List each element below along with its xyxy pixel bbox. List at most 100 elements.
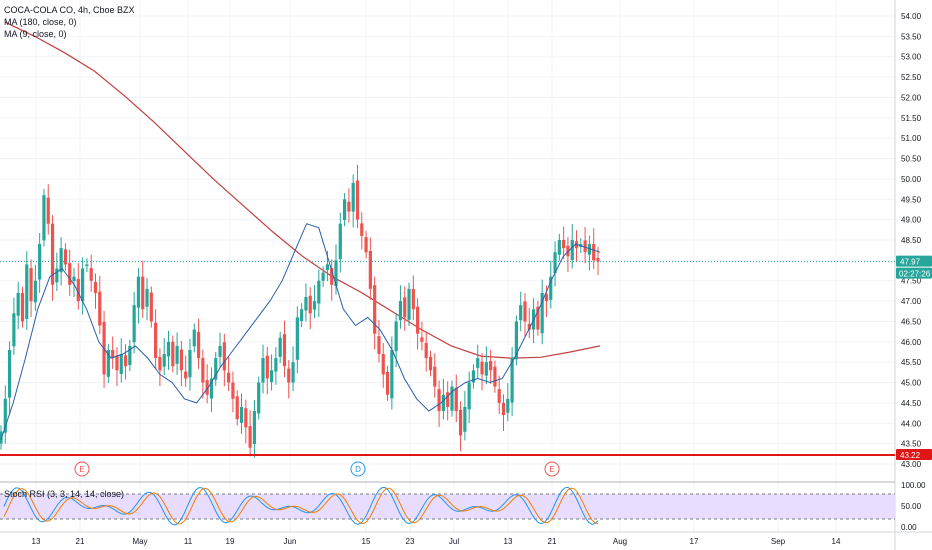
candle-body — [269, 370, 274, 383]
candle-body — [471, 370, 476, 383]
candle-body — [231, 382, 235, 399]
y-tick-label: 44.00 — [901, 419, 922, 428]
candle-body — [282, 334, 287, 367]
candle-body — [42, 195, 46, 241]
candle-body — [553, 252, 557, 273]
x-tick-label: 11 — [184, 537, 193, 546]
candle-body — [587, 244, 592, 255]
current-price-label: 47.97 — [900, 258, 921, 267]
candle-body — [166, 341, 171, 357]
candle-body — [123, 355, 128, 367]
y-tick-label: 45.50 — [901, 358, 922, 367]
candle-body — [355, 180, 360, 220]
candle-body — [145, 288, 149, 307]
y-tick-label: 49.00 — [901, 216, 922, 225]
candle-body — [467, 382, 471, 410]
x-tick-label: 13 — [504, 537, 513, 546]
candle-body — [527, 323, 531, 330]
candle-body — [540, 292, 544, 334]
x-tick-label: 19 — [226, 537, 235, 546]
candle-body — [454, 387, 458, 412]
candle-body — [162, 354, 166, 367]
candle-body — [424, 343, 428, 359]
rsi-tick-0: 0.00 — [901, 523, 917, 532]
candle-body — [218, 345, 222, 357]
candle-body — [46, 197, 50, 224]
candle-body — [136, 276, 141, 308]
candle-body — [411, 288, 415, 310]
candle-body — [583, 240, 587, 253]
y-tick-label: 46.50 — [901, 317, 922, 326]
candle-body — [244, 408, 248, 428]
candle-body — [544, 294, 549, 302]
candle-body — [265, 355, 269, 379]
y-tick-label: 52.50 — [901, 73, 922, 82]
stoch-rsi-legend[interactable]: Stoch RSI (3, 3, 14, 14, close) — [4, 489, 125, 499]
candle-body — [196, 332, 201, 359]
candle-body — [222, 342, 226, 371]
candle-body — [497, 389, 501, 403]
candle-body — [347, 201, 351, 212]
time-axis-ticks: 13 21 May 11 19 Jun 15 23 Jul 13 21 Aug 17 Sep 14 — [32, 537, 841, 546]
candle-body — [549, 276, 553, 300]
candle-body — [437, 389, 441, 412]
y-tick-label: 50.00 — [901, 175, 922, 184]
candle-body — [330, 268, 334, 285]
rsi-tick-100: 100.00 — [901, 481, 926, 490]
candle-body — [33, 280, 37, 303]
ma9-legend[interactable]: MA (9, close, 0) — [4, 29, 67, 39]
candle-body — [506, 398, 510, 413]
candle-body — [373, 285, 377, 334]
ma180-legend[interactable]: MA (180, close, 0) — [4, 17, 77, 27]
candle-body — [235, 396, 239, 420]
candle-body — [111, 349, 115, 359]
candle-body — [55, 268, 59, 283]
candle-body — [360, 223, 364, 236]
candle-body — [291, 362, 295, 383]
candle-body — [98, 291, 102, 326]
candle-body — [519, 305, 523, 321]
x-tick-label: Sep — [771, 537, 786, 546]
candle-body — [342, 199, 347, 221]
candle-body — [510, 358, 514, 403]
candle-body — [557, 240, 561, 255]
candle-body — [368, 250, 372, 289]
candle-body — [304, 297, 308, 311]
candle-body — [141, 276, 145, 310]
candle-body — [536, 306, 540, 330]
candle-body — [441, 394, 445, 412]
candle-body — [381, 354, 385, 375]
candle-body — [295, 317, 299, 360]
candles — [0, 164, 600, 458]
earnings-marker-1[interactable]: E — [74, 461, 90, 477]
candle-body — [364, 237, 368, 253]
candle-body — [278, 337, 282, 357]
x-tick-label: 17 — [690, 537, 699, 546]
candle-body — [514, 321, 518, 360]
candle-body — [334, 260, 338, 287]
y-tick-label: 45.00 — [901, 379, 922, 388]
earnings-marker-2[interactable]: E — [544, 461, 560, 477]
current-price-tag: 47.97 02:27:26 — [896, 255, 932, 279]
candle-body — [184, 371, 188, 379]
candle-body — [274, 358, 278, 372]
candle-body — [489, 360, 493, 371]
candle-body — [458, 409, 463, 436]
candle-body — [154, 322, 158, 359]
y-tick-label: 46.00 — [901, 338, 922, 347]
candle-body — [416, 306, 420, 334]
x-tick-label: 13 — [32, 537, 41, 546]
symbol-title[interactable]: COCA-COLA CO, 4h, Cboe BZX — [4, 5, 135, 15]
candle-body — [188, 349, 192, 378]
dividend-marker[interactable]: D — [350, 461, 366, 477]
rsi-band — [0, 494, 895, 519]
candle-body — [257, 382, 261, 414]
candle-body — [398, 301, 403, 321]
candle-body — [81, 268, 85, 302]
grid-lines — [0, 0, 895, 532]
support-price-tag: 43.22 — [896, 449, 932, 461]
candle-body — [227, 372, 231, 383]
y-tick-label: 50.50 — [901, 155, 922, 164]
y-tick-label: 52.00 — [901, 93, 922, 102]
